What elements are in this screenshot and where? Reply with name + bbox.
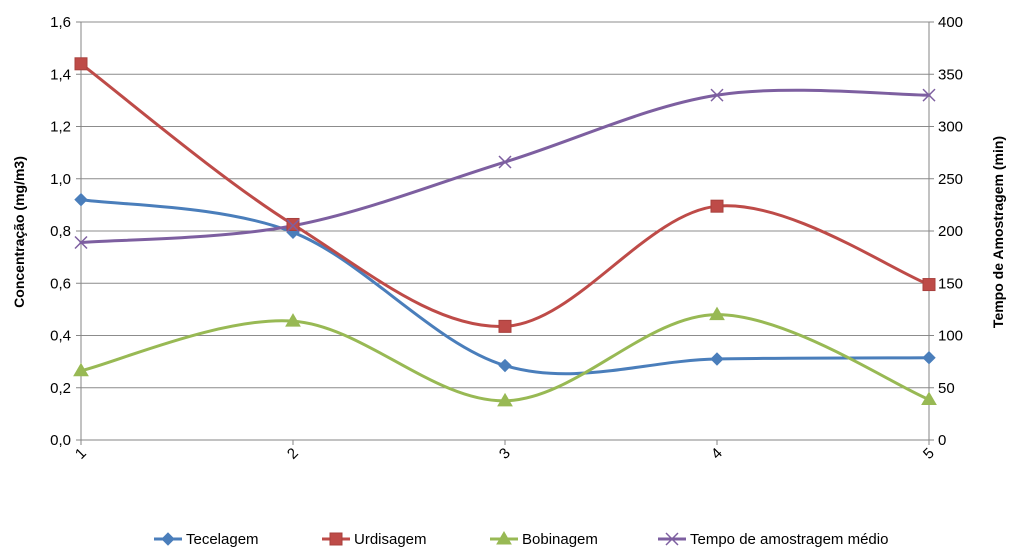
y-left-tick-label: 0,0 — [50, 432, 71, 449]
legend-marker-tempo-de-amostragem-medio — [665, 532, 679, 546]
y-right-tick-label: 200 — [938, 223, 963, 240]
legend-marker-urdisagem — [329, 532, 343, 546]
data-point-tecelagem — [710, 352, 724, 366]
y-right-tick-label: 150 — [938, 275, 963, 292]
gridlines — [81, 21, 929, 389]
data-point-urdisagem — [286, 217, 300, 231]
y-right-tick-label: 250 — [938, 171, 963, 188]
axes — [76, 21, 934, 445]
legend: Tecelagem Urdisagem Bobinagem Tempo de amos… — [154, 531, 888, 548]
data-point-tempo-de-amostragem-medio — [710, 88, 724, 102]
legend-label-bobinagem: Bobinagem — [522, 531, 598, 548]
y-right-tick-label: 50 — [938, 380, 955, 397]
data-point-tempo-de-amostragem-medio — [922, 88, 936, 102]
data-point-bobinagem — [73, 362, 89, 377]
data-point-urdisagem — [498, 319, 512, 333]
y-left-tick-label: 0,8 — [50, 223, 71, 240]
y-left-tick-label: 0,6 — [50, 275, 71, 292]
x-tick-label: 2 — [284, 445, 302, 463]
data-point-bobinagem — [497, 392, 513, 407]
legend-label-tempo-de-amostragem-medio: Tempo de amostragem médio — [690, 531, 888, 548]
series-line-tecelagem — [79, 198, 931, 376]
legend-marker-tecelagem — [161, 532, 175, 546]
series-line-urdisagem — [79, 62, 931, 328]
y-left-tick-label: 0,2 — [50, 380, 71, 397]
data-point-bobinagem — [285, 313, 301, 327]
y-axis-left-title: Concentração (mg/m3) — [11, 156, 27, 308]
y-right-tick-label: 400 — [938, 14, 963, 31]
data-point-urdisagem — [74, 57, 88, 71]
legend-marker-bobinagem — [496, 531, 512, 545]
x-tick-label: 3 — [496, 445, 514, 463]
data-point-tempo-de-amostragem-medio — [286, 219, 300, 233]
data-point-tempo-de-amostragem-medio — [498, 155, 512, 169]
x-tick-label: 5 — [920, 445, 938, 463]
y-left-tick-label: 1,0 — [50, 171, 71, 188]
series-lines — [79, 62, 931, 403]
data-point-urdisagem — [922, 278, 936, 292]
x-tick-label: 1 — [72, 445, 90, 463]
data-point-tecelagem — [74, 192, 88, 207]
data-point-tecelagem — [922, 350, 936, 365]
series-markers — [73, 57, 937, 407]
y-left-tick-label: 0,4 — [50, 328, 71, 345]
y-right-tick-label: 350 — [938, 66, 963, 83]
data-point-tecelagem — [498, 358, 512, 373]
y-right-tick-label: 300 — [938, 119, 963, 136]
data-point-tempo-de-amostragem-medio — [74, 235, 88, 250]
legend-label-urdisagem: Urdisagem — [354, 531, 427, 548]
y-right-tick-label: 100 — [938, 328, 963, 345]
y-left-tick-label: 1,2 — [50, 119, 71, 136]
x-tick-label: 4 — [708, 445, 726, 463]
y-axis-right-title: Tempo de Amostragem (min) — [990, 136, 1006, 328]
data-point-urdisagem — [710, 199, 724, 213]
y-right-tick-label: 0 — [938, 432, 946, 449]
y-left-tick-label: 1,6 — [50, 14, 71, 31]
data-point-bobinagem — [709, 306, 725, 321]
y-left-tick-label: 1,4 — [50, 66, 71, 83]
data-point-bobinagem — [921, 391, 937, 406]
legend-label-tecelagem: Tecelagem — [186, 531, 259, 548]
